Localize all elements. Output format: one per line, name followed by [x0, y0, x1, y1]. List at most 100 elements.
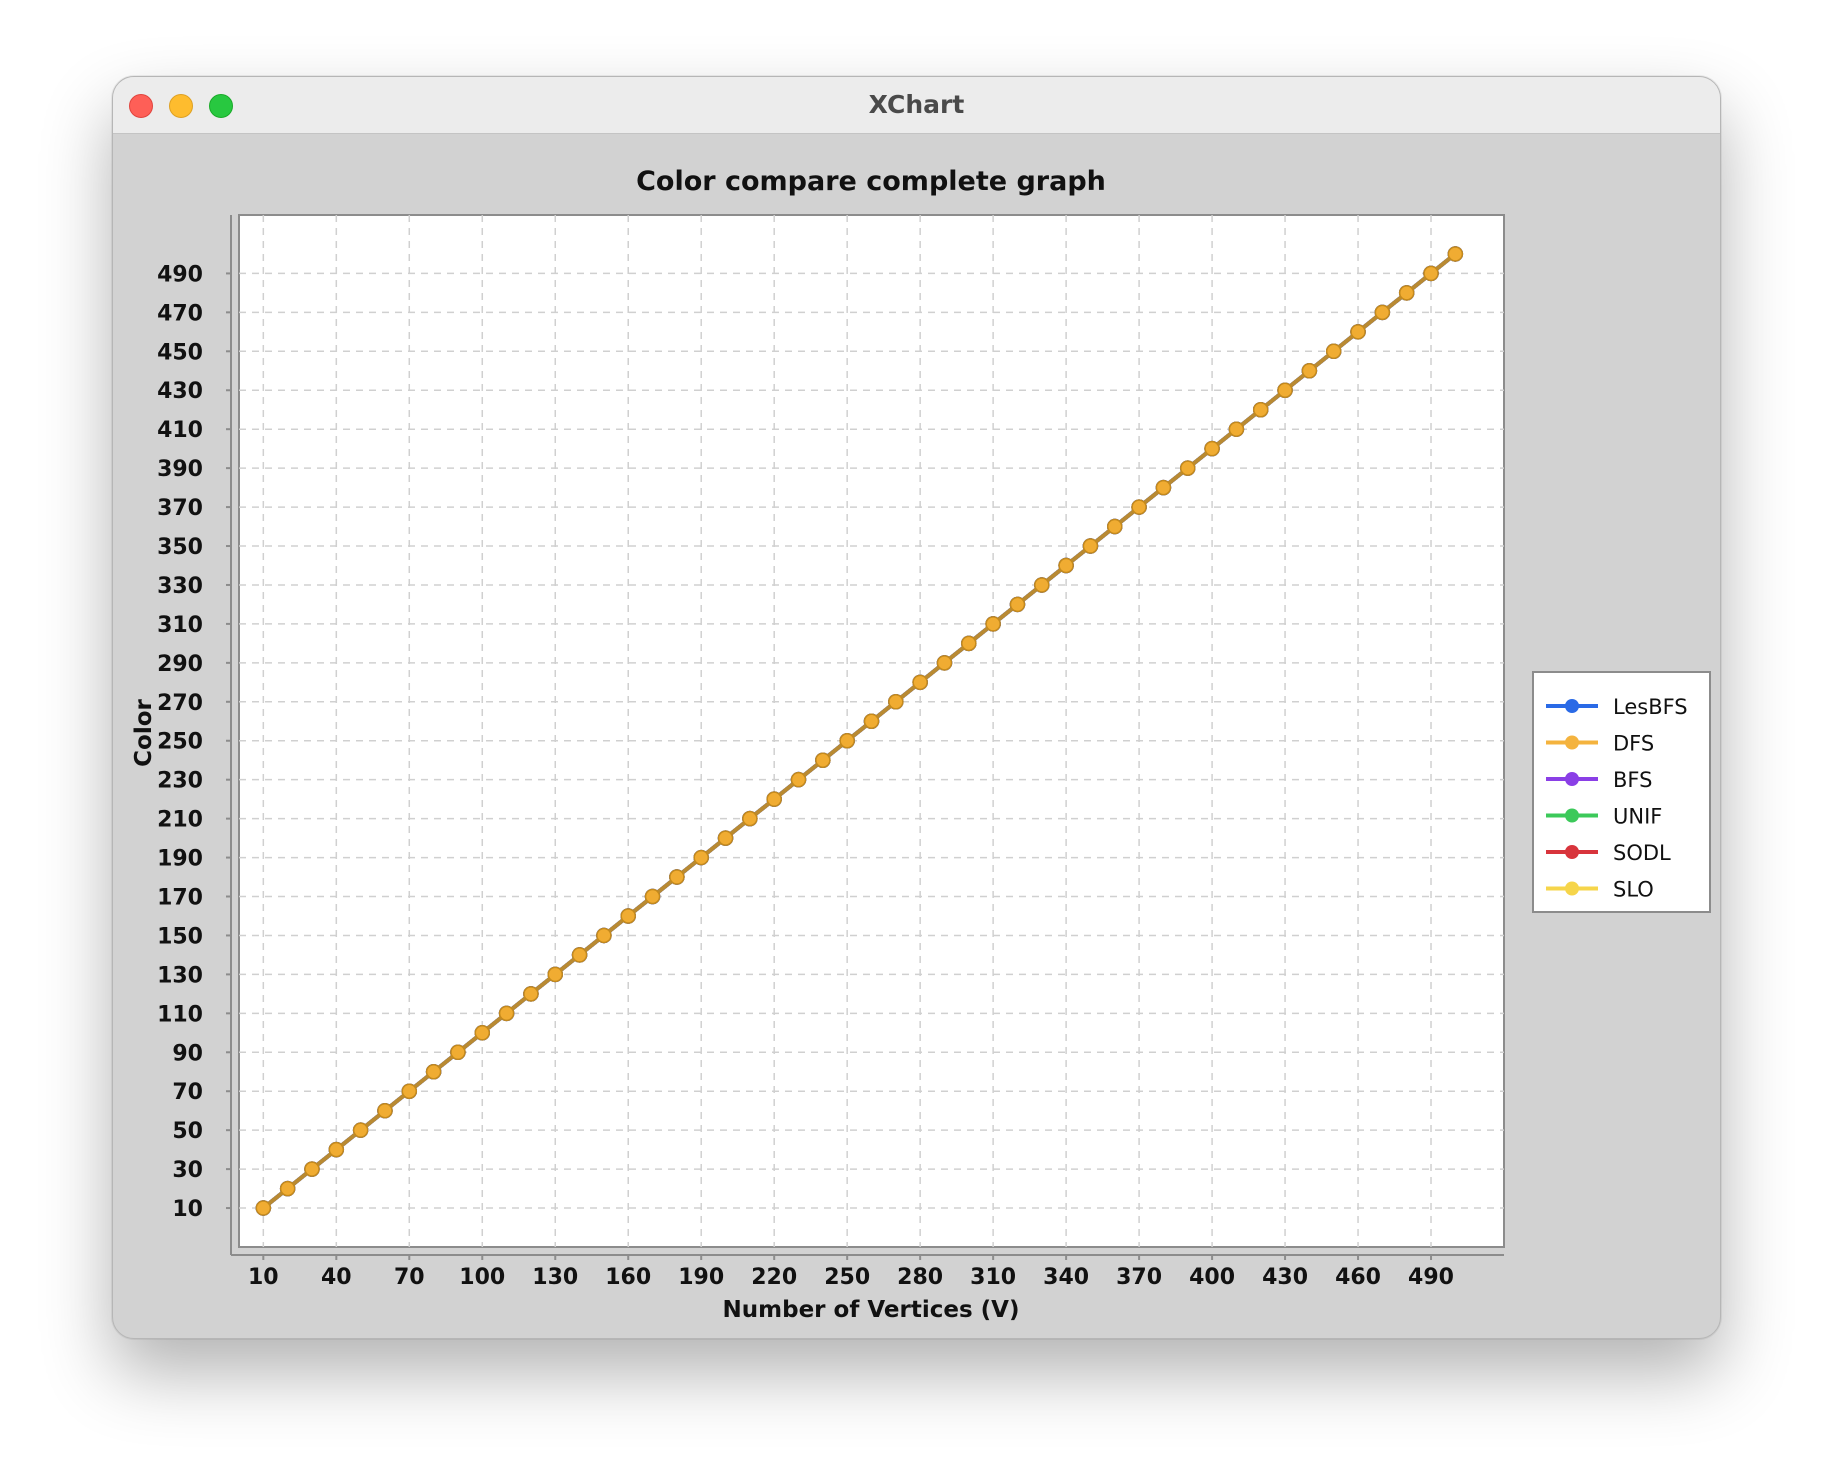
x-axis-label: Number of Vertices (V): [723, 1297, 1020, 1323]
data-point: [863, 713, 880, 730]
title-bar: XChart: [113, 77, 1720, 134]
legend-label-dfs: DFS: [1613, 732, 1654, 756]
data-point: [1277, 382, 1293, 398]
x-tick-label: 250: [824, 1265, 870, 1290]
data-point: [669, 869, 685, 885]
data-point: [450, 1044, 466, 1061]
y-tick-label: 50: [172, 1119, 203, 1144]
data-point: [1447, 246, 1464, 262]
data-point: [1131, 499, 1147, 515]
legend-box: [1532, 671, 1711, 913]
y-tick-label: 130: [157, 963, 203, 988]
data-point: [1301, 363, 1318, 379]
y-tick-label: 190: [157, 847, 203, 872]
grid: [239, 215, 1504, 1247]
data-point: [474, 1025, 491, 1041]
legend-label-lesbfs: LesBFS: [1613, 695, 1688, 719]
y-tick-label: 170: [157, 886, 203, 911]
chart: Color compare complete graph 10305070901…: [131, 166, 1711, 1323]
data-point: [328, 1141, 345, 1158]
data-point: [1034, 577, 1050, 593]
data-point: [839, 732, 855, 749]
x-tick-label: 370: [1116, 1265, 1162, 1290]
legend-label-bfs: BFS: [1613, 768, 1652, 792]
x-tick-label: 490: [1408, 1265, 1454, 1290]
legend-label-unif: UNIF: [1613, 805, 1662, 829]
data-point: [1155, 479, 1172, 496]
legend-marker-slo: [1565, 881, 1579, 896]
y-tick-label: 250: [157, 730, 203, 755]
data-point: [717, 830, 734, 846]
data-point: [1350, 324, 1366, 340]
data-point: [936, 655, 953, 671]
data-point: [571, 947, 588, 963]
series-layer: [255, 246, 1464, 1216]
y-tick-label: 390: [157, 457, 203, 482]
data-point: [596, 927, 612, 944]
data-point: [498, 1005, 515, 1022]
y-tick-label: 230: [157, 769, 203, 794]
x-tick-label: 190: [678, 1265, 724, 1290]
x-tick-label: 340: [1043, 1265, 1089, 1290]
y-tick-label: 70: [172, 1080, 203, 1105]
y-tick-label: 150: [157, 924, 203, 949]
y-tick-label: 410: [157, 418, 203, 443]
legend-label-slo: SLO: [1613, 878, 1654, 902]
x-ticks: 10 40 70 100 130 160 190 220 250 280 310 340 370 400 4…: [248, 1255, 1454, 1290]
x-tick-label: 280: [897, 1265, 943, 1290]
data-point: [742, 810, 758, 827]
data-point: [1204, 440, 1220, 457]
x-tick-label: 70: [394, 1265, 425, 1290]
y-tick-label: 350: [157, 535, 203, 560]
legend-marker-lesbfs: [1565, 699, 1579, 713]
data-point: [377, 1102, 393, 1119]
y-axis-label: Color: [131, 698, 157, 766]
series-dfs: [255, 246, 1464, 1216]
data-point: [1009, 596, 1026, 613]
y-tick-label: 110: [157, 1002, 203, 1027]
y-tick-label: 270: [157, 691, 203, 716]
y-tick-label: 490: [157, 262, 203, 287]
y-ticks: 10 30 50 70 90 110 130 150 170 190 210 230 250 270 290…: [157, 262, 231, 1222]
y-tick-label: 90: [172, 1041, 203, 1066]
y-tick-label: 290: [157, 652, 203, 677]
x-tick-label: 100: [459, 1265, 505, 1290]
data-point: [352, 1122, 369, 1138]
data-point: [961, 635, 977, 652]
y-tick-label: 10: [172, 1197, 203, 1222]
data-point: [790, 771, 807, 788]
close-button[interactable]: [129, 94, 153, 118]
x-tick-label: 430: [1262, 1265, 1308, 1290]
data-point: [1398, 285, 1415, 301]
data-point: [620, 908, 636, 924]
data-point: [1180, 460, 1196, 476]
data-point: [279, 1180, 296, 1197]
data-point: [523, 986, 539, 1002]
data-point: [547, 966, 563, 983]
data-point: [985, 616, 1001, 632]
x-tick-label: 130: [532, 1265, 578, 1290]
y-tick-label: 210: [157, 808, 203, 833]
x-tick-label: 10: [248, 1265, 279, 1290]
data-point: [644, 888, 661, 905]
y-tick-label: 470: [157, 301, 203, 326]
legend-marker-sodl: [1565, 845, 1579, 859]
x-tick-label: 460: [1335, 1265, 1381, 1290]
data-point: [1325, 343, 1342, 360]
minimize-button[interactable]: [169, 94, 193, 118]
data-point: [1107, 518, 1123, 535]
data-point: [1082, 538, 1099, 554]
y-tick-label: 450: [157, 340, 203, 365]
legend-marker-unif: [1565, 808, 1579, 823]
y-tick-label: 30: [172, 1158, 203, 1183]
x-tick-label: 40: [321, 1265, 352, 1290]
window-title: XChart: [868, 90, 965, 119]
app-window: XChart Color compare complete graph 10 30…: [112, 76, 1721, 1339]
data-point: [815, 752, 831, 768]
data-point: [1252, 401, 1269, 418]
zoom-button[interactable]: [209, 94, 233, 118]
data-point: [1423, 265, 1439, 282]
data-point: [425, 1064, 442, 1080]
data-point: [888, 694, 904, 710]
chart-title: Color compare complete graph: [636, 166, 1106, 197]
